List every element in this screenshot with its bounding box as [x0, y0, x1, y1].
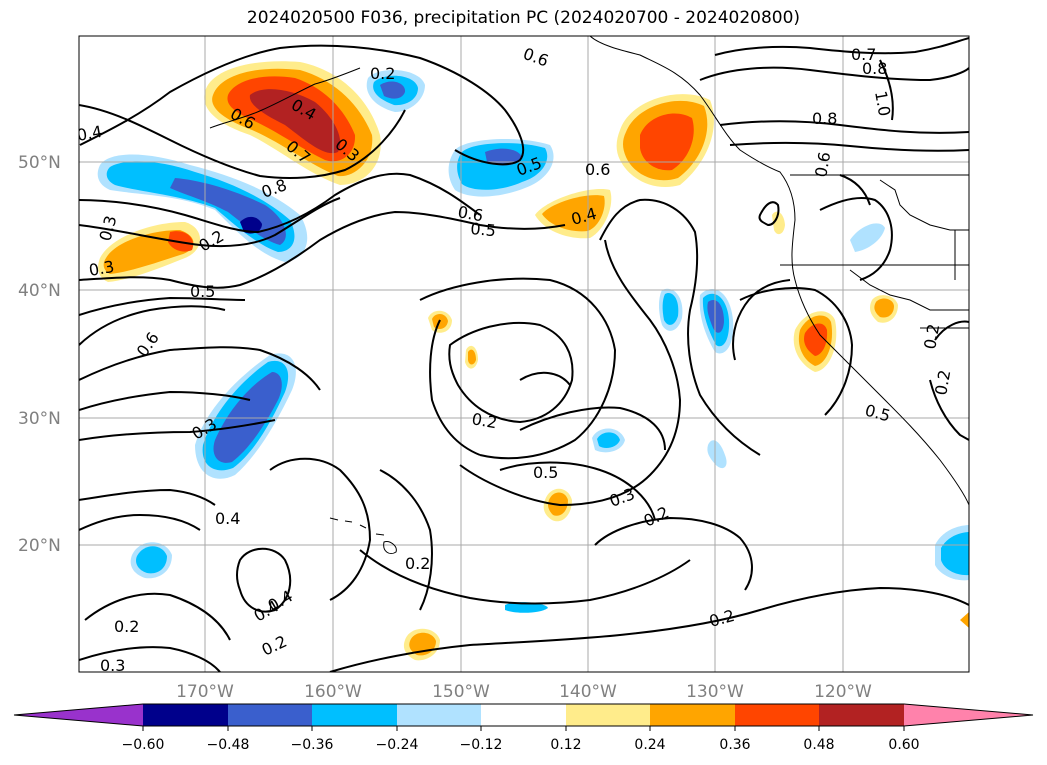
colorbar-segment — [566, 704, 650, 726]
contour-lines — [79, 37, 969, 672]
contour-label: 0.7 — [851, 45, 876, 64]
negative-anomaly-region — [505, 602, 548, 613]
contour-label: 0.6 — [811, 150, 834, 178]
graticule — [79, 36, 969, 672]
positive-anomaly-region — [960, 612, 969, 628]
contour-label: 0.4 — [215, 509, 240, 528]
colorbar-segment — [904, 704, 1033, 726]
colorbar: −0.60 −0.48 −0.36 −0.24 −0.12 0.12 0.24 … — [13, 703, 1034, 753]
map-frame — [78, 35, 970, 673]
colorbar-segment — [397, 704, 481, 726]
positive-anomaly-region — [468, 349, 476, 365]
positive-anomaly-region — [772, 211, 785, 235]
contour-label: 1.0 — [871, 89, 894, 117]
negative-anomaly-region — [380, 81, 406, 99]
map-title: 2024020500 F036, precipitation PC (20240… — [246, 8, 801, 28]
negative-anomaly-region — [213, 372, 282, 463]
negative-anomaly-region — [457, 143, 548, 190]
negative-anomaly-region — [662, 292, 679, 325]
colorbar-tick-label: −0.48 — [207, 737, 250, 753]
colorbar-tick-label: 0.12 — [550, 737, 581, 753]
colorbar-segment — [228, 704, 312, 726]
colorbar-segment — [650, 704, 735, 726]
negative-anomaly-region — [941, 532, 969, 576]
contour-label: 0.3 — [100, 656, 125, 675]
colorbar-tick-label: 0.36 — [719, 737, 750, 753]
lon-label: 120°W — [814, 682, 872, 702]
negative-anomaly-region — [240, 216, 262, 234]
colorbar-segment — [735, 704, 819, 726]
contour-label: 0.8 — [862, 59, 887, 78]
negative-anomaly-region — [707, 300, 724, 333]
contour-label: 0.5 — [470, 219, 497, 240]
country-border — [780, 174, 969, 329]
colorbar-tick-label: −0.12 — [460, 737, 503, 753]
colorbar-segment — [481, 704, 566, 726]
latitude-labels: 50°N 40°N 30°N 20°N — [18, 153, 61, 556]
contour-label: 0.5 — [190, 282, 215, 301]
lon-label: 150°W — [432, 682, 490, 702]
contour-label: 0.2 — [920, 322, 943, 350]
negative-anomaly-region — [136, 546, 167, 574]
positive-anomaly-region — [874, 298, 894, 318]
contour-label: 0.2 — [405, 554, 430, 573]
negative-anomaly-region — [485, 148, 522, 166]
contour-label: 0.6 — [585, 160, 610, 179]
colorbar-tick-label: 0.24 — [634, 737, 665, 753]
hawaii-islands — [329, 517, 397, 555]
contour-label: 0.2 — [470, 409, 498, 432]
negative-anomaly-region — [707, 440, 727, 469]
positive-anomaly-region — [542, 195, 605, 232]
contour-label: 0.2 — [370, 64, 395, 83]
aleutian-chain — [209, 67, 361, 129]
contour-label-group: 0.6 0.2 0.7 0.8 1.0 0.4 0.6 0.4 0.3 0.7 … — [75, 44, 954, 675]
colorbar-segment — [14, 704, 143, 726]
alaska-coast — [589, 36, 969, 506]
contour-label: 0.5 — [533, 463, 558, 482]
negative-anomaly-region — [850, 223, 885, 252]
colorbar-tick-label: −0.24 — [376, 737, 419, 753]
contour-label: 0.3 — [87, 257, 115, 280]
map-area: 0.6 0.2 0.7 0.8 1.0 0.4 0.6 0.4 0.3 0.7 … — [75, 36, 969, 675]
contour-label: 0.2 — [114, 617, 139, 636]
colorbar-tick-label: −0.60 — [122, 737, 165, 753]
colorbar-tick-label: −0.36 — [291, 737, 334, 753]
colorbar-tick-label: 0.60 — [888, 737, 919, 753]
lon-label: 170°W — [176, 682, 234, 702]
lat-label: 40°N — [18, 281, 61, 301]
lat-label: 20°N — [18, 536, 61, 556]
coastlines — [209, 36, 969, 555]
lon-label: 160°W — [304, 682, 362, 702]
contour-label: 0.2 — [931, 368, 954, 396]
contour-label: 0.8 — [812, 109, 837, 128]
longitude-labels: 170°W 160°W 150°W 140°W 130°W 120°W — [176, 682, 872, 702]
lon-label: 130°W — [686, 682, 744, 702]
lat-label: 50°N — [18, 153, 61, 173]
contour-label: 0.6 — [456, 202, 484, 225]
positive-anomaly-region — [804, 323, 828, 356]
contour-label: 0.4 — [75, 122, 103, 145]
colorbar-segment — [819, 704, 904, 726]
positive-anomaly-region — [640, 113, 694, 171]
colorbar-tick-label: 0.48 — [803, 737, 834, 753]
colorbar-segment — [143, 704, 228, 726]
colorbar-segment — [312, 704, 397, 726]
negative-anomaly-region — [597, 432, 620, 448]
lon-label: 140°W — [559, 682, 617, 702]
lat-label: 30°N — [18, 409, 61, 429]
